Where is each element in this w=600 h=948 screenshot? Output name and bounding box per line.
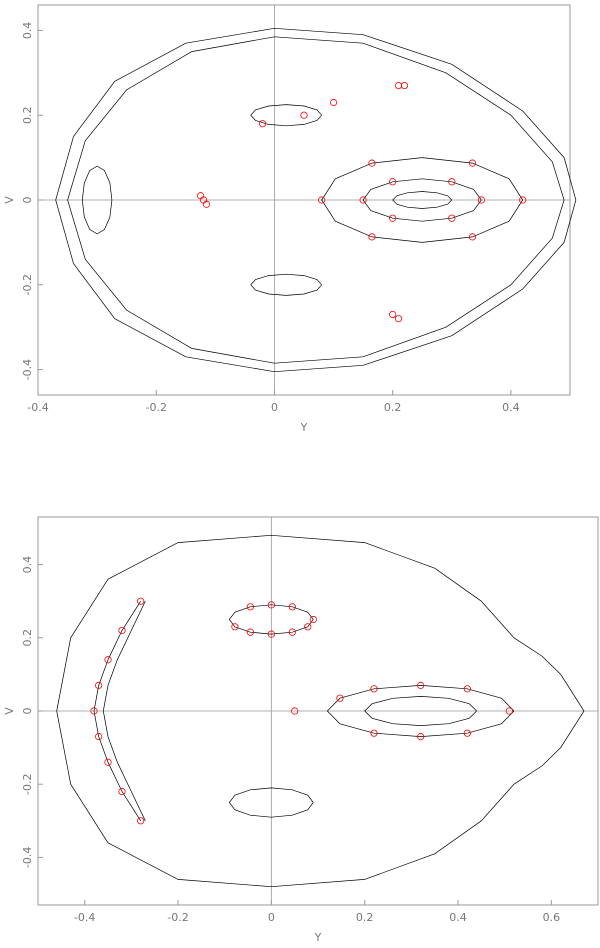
section-point bbox=[448, 214, 456, 222]
section-point bbox=[463, 729, 471, 737]
invariant-curve bbox=[364, 696, 477, 726]
y-tick-label: 0 bbox=[21, 708, 34, 715]
y-tick-label: -0.4 bbox=[21, 359, 34, 380]
section-point bbox=[267, 630, 275, 638]
section-point bbox=[329, 98, 338, 107]
section-point bbox=[202, 200, 211, 208]
x-tick-label: -0.4 bbox=[74, 911, 95, 924]
section-point bbox=[288, 628, 296, 636]
section-point bbox=[118, 626, 126, 635]
invariant-curve bbox=[250, 104, 322, 127]
section-point bbox=[267, 601, 275, 609]
section-point bbox=[291, 707, 299, 715]
section-point bbox=[477, 196, 485, 204]
invariant-curve bbox=[55, 27, 577, 373]
invariant-curve bbox=[81, 165, 113, 235]
section-point bbox=[196, 192, 205, 200]
section-point bbox=[417, 681, 425, 689]
section-point bbox=[259, 120, 267, 128]
section-point bbox=[300, 111, 308, 119]
section-point bbox=[336, 694, 344, 702]
invariant-curve bbox=[321, 157, 523, 243]
invariant-curve bbox=[102, 601, 146, 821]
section-point bbox=[370, 685, 378, 693]
x-tick-label: 0.4 bbox=[502, 401, 520, 414]
section-point bbox=[370, 729, 378, 737]
x-axis-label: Y bbox=[300, 421, 308, 434]
section-point bbox=[231, 623, 239, 631]
section-point bbox=[400, 81, 409, 90]
section-point bbox=[304, 623, 312, 631]
x-tick-label: -0.2 bbox=[145, 401, 166, 414]
y-tick-label: 0.4 bbox=[21, 22, 34, 40]
section-point bbox=[288, 603, 296, 611]
y-tick-label: -0.2 bbox=[21, 274, 34, 295]
section-point bbox=[468, 233, 477, 241]
section-point bbox=[104, 656, 112, 664]
section-point bbox=[359, 196, 367, 204]
section-point bbox=[389, 178, 397, 186]
section-point bbox=[137, 597, 145, 605]
y-tick-label: -0.2 bbox=[21, 773, 34, 794]
invariant-curve bbox=[93, 601, 141, 821]
section-point bbox=[394, 81, 403, 90]
x-tick-label: -0.2 bbox=[167, 911, 188, 924]
section-point bbox=[448, 178, 456, 186]
x-tick-label: -0.4 bbox=[27, 401, 48, 414]
section-point bbox=[468, 159, 477, 167]
x-tick-label: 0.2 bbox=[356, 911, 374, 924]
section-point bbox=[118, 787, 126, 796]
section-point bbox=[137, 817, 145, 825]
section-point bbox=[95, 733, 103, 741]
section-point bbox=[90, 707, 98, 715]
invariant-curve bbox=[56, 534, 585, 888]
section-point bbox=[309, 615, 317, 624]
section-point bbox=[519, 196, 527, 204]
section-point bbox=[463, 685, 471, 693]
y-tick-label: 0.2 bbox=[21, 106, 34, 124]
y-axis-label: V bbox=[3, 707, 16, 715]
invariant-curve bbox=[67, 36, 565, 364]
invariant-curve bbox=[228, 604, 314, 635]
y-tick-label: 0.4 bbox=[21, 556, 34, 574]
y-tick-label: 0.2 bbox=[21, 629, 34, 647]
section-point bbox=[246, 603, 254, 611]
y-tick-label: -0.4 bbox=[21, 847, 34, 868]
x-tick-label: 0 bbox=[271, 401, 278, 414]
section-point bbox=[394, 315, 403, 323]
section-point bbox=[318, 196, 326, 204]
x-tick-label: 0.6 bbox=[543, 911, 561, 924]
y-axis-label: V bbox=[3, 196, 16, 204]
x-tick-label: 0.4 bbox=[449, 911, 467, 924]
invariant-curve bbox=[228, 787, 314, 818]
section-point bbox=[505, 707, 513, 715]
section-point bbox=[417, 733, 425, 741]
section-point bbox=[95, 681, 103, 689]
x-tick-label: 0 bbox=[268, 911, 275, 924]
section-point bbox=[246, 628, 254, 636]
section-point bbox=[368, 159, 376, 167]
section-point bbox=[389, 214, 397, 222]
invariant-curve bbox=[250, 273, 322, 296]
y-tick-label: 0 bbox=[21, 197, 34, 204]
section-point bbox=[368, 233, 376, 241]
section-point bbox=[389, 310, 397, 319]
invariant-curve bbox=[392, 191, 453, 209]
invariant-curve bbox=[362, 178, 482, 222]
x-tick-label: 0.2 bbox=[384, 401, 402, 414]
section-point bbox=[104, 758, 112, 766]
invariant-curve bbox=[326, 685, 515, 737]
x-axis-label: Y bbox=[314, 931, 322, 944]
